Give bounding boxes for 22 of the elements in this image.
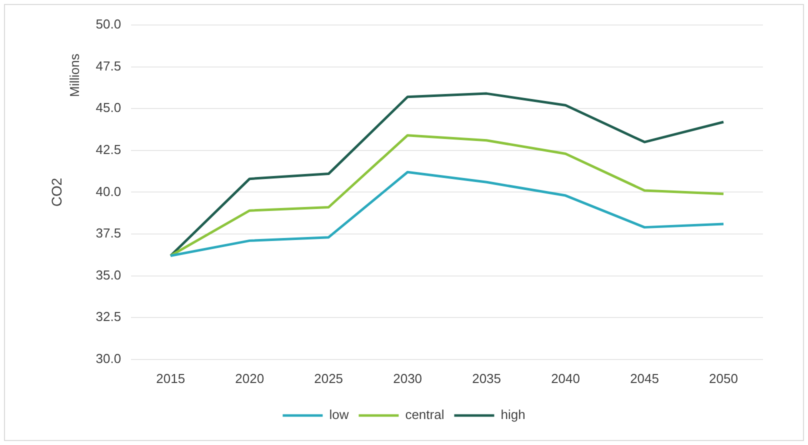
y-tick-label: 42.5 <box>96 142 122 157</box>
y-tick-label: 47.5 <box>96 58 122 74</box>
legend-label: central <box>405 407 444 422</box>
y-tick-label: 40.0 <box>96 184 122 199</box>
y-tick-label: 37.5 <box>96 226 122 241</box>
x-tick-label: 2050 <box>709 370 738 386</box>
text: Millions <box>67 54 82 97</box>
legend-label: high <box>500 407 526 422</box>
x-tick-label: 2015 <box>156 370 186 386</box>
y-tick-label: 45.0 <box>96 100 122 116</box>
y-axis-title: CO2 <box>48 178 64 207</box>
y-tick-label: 50.0 <box>96 16 122 32</box>
x-tick-label: 2035 <box>472 370 502 386</box>
y-tick-label: 30.0 <box>96 350 122 366</box>
x-tick-label: 2030 <box>393 370 422 386</box>
y-tick-label: 35.0 <box>96 267 122 282</box>
x-tick-label: 2020 <box>235 370 264 386</box>
x-tick-label: 2025 <box>314 370 344 386</box>
x-tick-label: 2040 <box>551 370 580 386</box>
y-tick-label: 32.5 <box>96 309 122 324</box>
x-tick-label: 2045 <box>630 370 659 386</box>
legend-label: low <box>329 407 350 422</box>
